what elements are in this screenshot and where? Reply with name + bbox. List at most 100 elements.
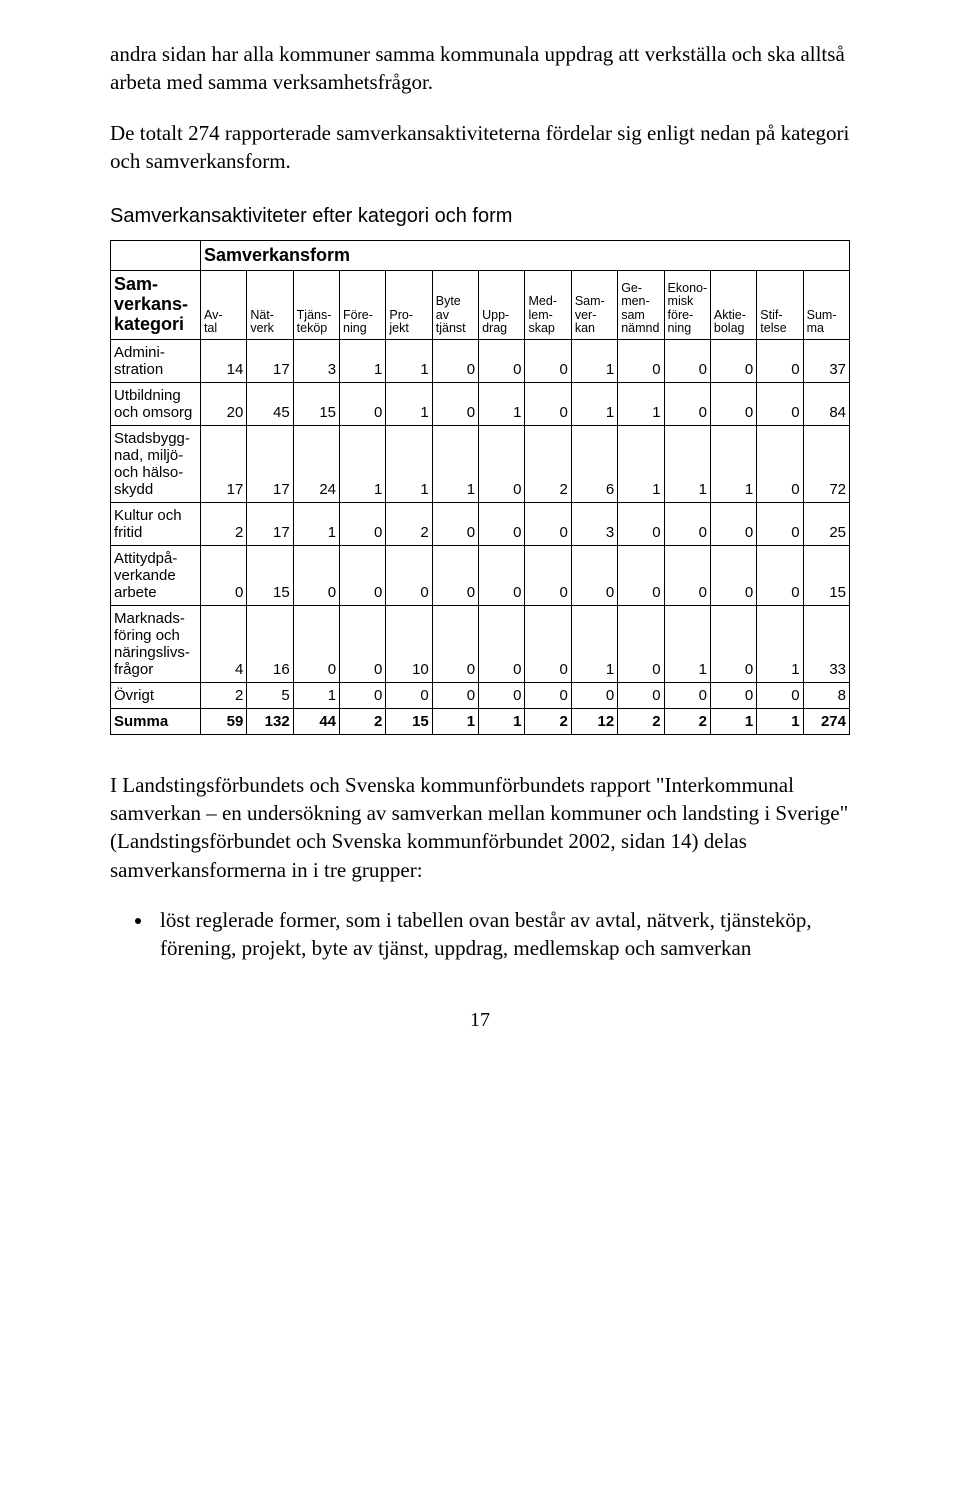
- column-header: Ekono-miskföre-ning: [664, 271, 710, 339]
- cell: 72: [803, 425, 849, 502]
- cell: 24: [293, 425, 339, 502]
- cell: 0: [571, 545, 617, 605]
- column-header: Upp-drag: [479, 271, 525, 339]
- cell: 0: [432, 382, 478, 425]
- cell: 0: [525, 339, 571, 382]
- cell: 0: [664, 545, 710, 605]
- column-header: Stif-telse: [757, 271, 803, 339]
- cell: 2: [525, 425, 571, 502]
- row-label: Stadsbygg-nad, miljö-och hälso-skydd: [111, 425, 201, 502]
- column-header: Av-tal: [200, 271, 246, 339]
- column-header: Sum-ma: [803, 271, 849, 339]
- cell: 0: [757, 502, 803, 545]
- sum-cell: 1: [710, 708, 756, 734]
- cell: 0: [479, 545, 525, 605]
- cell: 0: [618, 605, 664, 682]
- cell: 20: [200, 382, 246, 425]
- row-label: Marknads-föring ochnäringslivs-frågor: [111, 605, 201, 682]
- sum-cell: 15: [386, 708, 432, 734]
- sum-cell: 1: [757, 708, 803, 734]
- cell: 1: [432, 425, 478, 502]
- cell: 1: [571, 605, 617, 682]
- row-label: Kultur ochfritid: [111, 502, 201, 545]
- cell: 0: [710, 339, 756, 382]
- cell: 45: [247, 382, 293, 425]
- paragraph-2: De totalt 274 rapporterade samverkansakt…: [110, 119, 850, 176]
- table-title: Samverkansaktiviteter efter kategori och…: [110, 203, 850, 230]
- column-header: Med-lem-skap: [525, 271, 571, 339]
- cell: 1: [386, 339, 432, 382]
- cell: 25: [803, 502, 849, 545]
- cell: 0: [571, 682, 617, 708]
- cell: 16: [247, 605, 293, 682]
- cell: 0: [757, 545, 803, 605]
- cell: 0: [340, 682, 386, 708]
- cell: 14: [200, 339, 246, 382]
- column-header: Sam-ver-kan: [571, 271, 617, 339]
- cell: 84: [803, 382, 849, 425]
- column-header: Byteavtjänst: [432, 271, 478, 339]
- cell: 5: [247, 682, 293, 708]
- cell: 17: [247, 339, 293, 382]
- cell: 1: [571, 339, 617, 382]
- column-header: Pro-jekt: [386, 271, 432, 339]
- cell: 0: [479, 605, 525, 682]
- cell: 4: [200, 605, 246, 682]
- cell: 33: [803, 605, 849, 682]
- sum-cell: 2: [664, 708, 710, 734]
- table-column-header-row: Sam-verkans-kategori Av-talNät-verkTjäns…: [111, 271, 850, 339]
- cell: 0: [432, 605, 478, 682]
- cell: 0: [525, 682, 571, 708]
- page-number: 17: [110, 1009, 850, 1032]
- table-row: Admini-stration14173110001000037: [111, 339, 850, 382]
- cell: 0: [479, 502, 525, 545]
- table-sum-row: Summa5913244215112122211274: [111, 708, 850, 734]
- cell: 17: [247, 502, 293, 545]
- cell: 2: [200, 682, 246, 708]
- cell: 0: [618, 339, 664, 382]
- cell: 6: [571, 425, 617, 502]
- cell: 0: [710, 545, 756, 605]
- cell: 15: [247, 545, 293, 605]
- column-header: Aktie-bolag: [710, 271, 756, 339]
- cell: 0: [432, 682, 478, 708]
- row-label: Utbildningoch omsorg: [111, 382, 201, 425]
- table-row: Utbildningoch omsorg204515010101100084: [111, 382, 850, 425]
- bullet-list: löst reglerade former, som i tabellen ov…: [154, 906, 850, 963]
- row-header-label: Sam-verkans-kategori: [111, 271, 201, 339]
- cell: 1: [571, 382, 617, 425]
- cell: 0: [757, 682, 803, 708]
- cell: 0: [710, 502, 756, 545]
- sum-cell: 1: [432, 708, 478, 734]
- sum-cell: 2: [525, 708, 571, 734]
- sum-cell: 12: [571, 708, 617, 734]
- cell: 0: [479, 339, 525, 382]
- paragraph-1: andra sidan har alla kommuner samma komm…: [110, 40, 850, 97]
- cell: 0: [757, 382, 803, 425]
- sum-cell: 2: [618, 708, 664, 734]
- cell: 17: [200, 425, 246, 502]
- cell: 1: [340, 339, 386, 382]
- cell: 37: [803, 339, 849, 382]
- cell: 1: [340, 425, 386, 502]
- table-body: Admini-stration14173110001000037Utbildni…: [111, 339, 850, 734]
- cell: 1: [710, 425, 756, 502]
- cell: 0: [293, 545, 339, 605]
- row-label: Övrigt: [111, 682, 201, 708]
- cell: 0: [757, 425, 803, 502]
- cell: 0: [525, 605, 571, 682]
- cell: 1: [479, 382, 525, 425]
- samverkan-table: Samverkansform Sam-verkans-kategori Av-t…: [110, 240, 850, 734]
- sum-cell: 274: [803, 708, 849, 734]
- cell: 0: [293, 605, 339, 682]
- cell: 10: [386, 605, 432, 682]
- cell: 1: [618, 425, 664, 502]
- cell: 0: [710, 382, 756, 425]
- cell: 0: [664, 382, 710, 425]
- cell: 0: [432, 339, 478, 382]
- sum-cell: 59: [200, 708, 246, 734]
- cell: 3: [571, 502, 617, 545]
- cell: 1: [757, 605, 803, 682]
- cell: 0: [525, 545, 571, 605]
- cell: 0: [757, 339, 803, 382]
